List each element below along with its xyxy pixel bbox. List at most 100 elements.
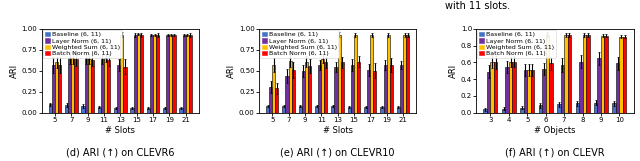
Bar [321,59,324,113]
Bar [371,35,373,113]
Bar [494,62,497,113]
Bar [172,35,175,113]
Text: (f) ARI (↑) on CLEVR: (f) ARI (↑) on CLEVR [505,148,605,158]
Bar [364,107,367,113]
Bar [131,108,134,113]
Bar [71,58,74,113]
Bar [406,35,409,113]
Bar [509,62,512,113]
Bar [137,34,140,113]
Bar [120,35,124,113]
Bar [502,109,505,113]
Bar [324,62,328,113]
Text: with 11 slots.: with 11 slots. [445,1,510,11]
Bar [52,65,55,113]
Bar [74,59,77,113]
Y-axis label: ARI: ARI [227,64,236,78]
Bar [84,58,88,113]
Bar [275,88,278,113]
Bar [318,65,321,113]
Bar [387,35,390,113]
Bar [266,106,269,113]
Bar [170,35,172,113]
Bar [124,67,127,113]
Bar [179,108,182,113]
Bar [390,65,393,113]
Bar [305,62,308,113]
Bar [104,58,107,113]
Bar [91,60,94,113]
Bar [373,71,376,113]
Bar [315,106,318,113]
Bar [546,35,549,113]
Bar [520,108,524,113]
Bar [487,72,490,113]
Bar [163,108,166,113]
X-axis label: # Slots: # Slots [106,126,135,135]
Bar [403,35,406,113]
Bar [186,35,189,113]
Bar [55,62,58,113]
Bar [117,65,120,113]
Bar [542,69,546,113]
Bar [354,35,357,113]
Bar [289,61,292,113]
Bar [302,71,305,113]
Bar [539,105,542,113]
Bar [150,35,153,113]
Bar [524,70,527,113]
Bar [282,106,285,113]
Bar [490,62,494,113]
Bar [594,103,598,113]
Bar [335,67,338,113]
Bar [340,62,344,113]
Bar [564,35,568,113]
Bar [308,66,311,113]
Bar [272,65,275,113]
Bar [182,35,186,113]
Bar [380,107,383,113]
Bar [107,60,110,113]
Bar [88,59,91,113]
Bar [299,106,302,113]
Bar [582,35,586,113]
Bar [269,87,272,113]
Bar [531,70,534,113]
Bar [616,63,620,113]
Legend: Baseline (6, 11), Layer Norm (6, 11), Weighted Sum (6, 11), Batch Norm (6, 11): Baseline (6, 11), Layer Norm (6, 11), We… [43,30,122,58]
Bar [285,76,289,113]
Bar [623,37,627,113]
Bar [147,108,150,113]
Bar [338,35,340,113]
Bar [383,65,387,113]
Y-axis label: ARI: ARI [449,64,458,78]
Bar [397,107,400,113]
Bar [357,62,360,113]
Bar [568,35,571,113]
Bar [68,58,71,113]
Bar [598,58,601,113]
Text: (e) ARI (↑) on CLEVR10: (e) ARI (↑) on CLEVR10 [280,148,395,158]
Bar [114,108,117,113]
Bar [153,35,156,113]
Bar [101,59,104,113]
Bar [400,65,403,113]
Bar [332,106,335,113]
Bar [166,35,170,113]
Bar [348,107,351,113]
Bar [612,104,616,113]
Y-axis label: ARI: ARI [10,64,19,78]
Bar [579,62,582,113]
Bar [575,104,579,113]
Bar [527,70,531,113]
Bar [601,36,605,113]
Text: (d) ARI (↑) on CLEVR6: (d) ARI (↑) on CLEVR6 [66,148,175,158]
Bar [49,104,52,113]
Legend: Baseline (6, 11), Layer Norm (6, 11), Weighted Sum (6, 11), Batch Norm (6, 11): Baseline (6, 11), Layer Norm (6, 11), We… [477,30,556,58]
Bar [561,65,564,113]
X-axis label: # Objects: # Objects [534,126,575,135]
Bar [512,62,516,113]
Bar [292,70,295,113]
Bar [134,35,137,113]
Bar [605,36,608,113]
